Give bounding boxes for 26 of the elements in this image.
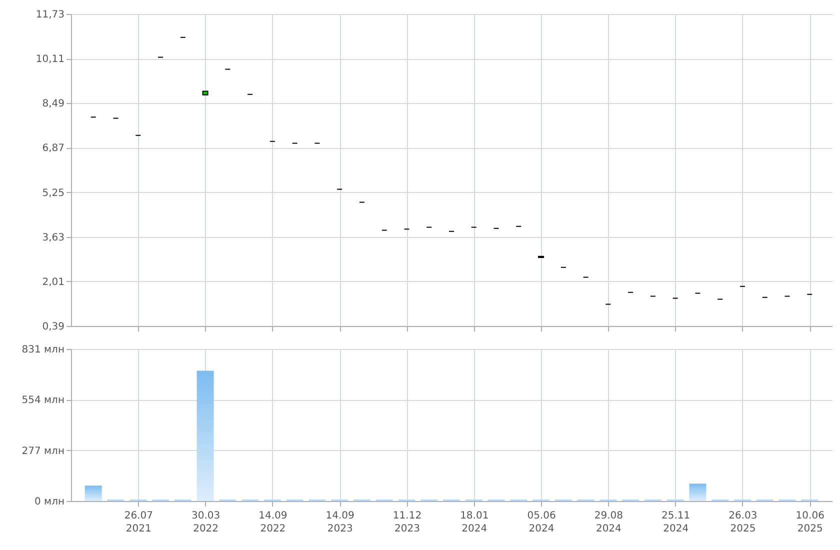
y-tick-label: 8,49 — [42, 98, 64, 110]
x-tick-label: 26.07 2021 — [124, 510, 153, 534]
x-tick-label: 10.06 2025 — [796, 510, 824, 534]
x-tick-label: 14.09 2023 — [326, 510, 354, 534]
y-tick-label: 11,73 — [36, 10, 64, 20]
y-tick-label: 6,87 — [42, 143, 64, 154]
x-tick-label: 29.08 2024 — [594, 510, 623, 534]
x-tick-label: 30.03 2022 — [191, 510, 220, 534]
y-tick-label: 5,25 — [42, 188, 64, 199]
y-tick-label: 2,01 — [42, 276, 64, 288]
y-tick-label: 554 млн — [22, 395, 64, 406]
y-tick-label: 10,11 — [36, 54, 64, 66]
x-tick-label: 18.01 2024 — [460, 510, 489, 534]
bar — [84, 486, 102, 501]
x-tick-label: 14.09 2022 — [258, 510, 288, 534]
x-tick-label: 25.11 2024 — [662, 510, 690, 534]
y-tick-label: 3,63 — [42, 232, 64, 244]
x-tick-label: 26.03 2025 — [728, 510, 758, 534]
y-tick-label: 277 млн — [22, 446, 64, 457]
bar — [689, 484, 706, 501]
x-tick-label: 11.12 2023 — [392, 510, 422, 534]
y-tick-label: 0 млн — [34, 496, 64, 508]
x-tick-label: 05.06 2024 — [527, 510, 556, 534]
bar — [196, 370, 214, 501]
y-tick-label: 831 млн — [22, 344, 64, 356]
y-tick-label: 0,39 — [42, 322, 64, 332]
